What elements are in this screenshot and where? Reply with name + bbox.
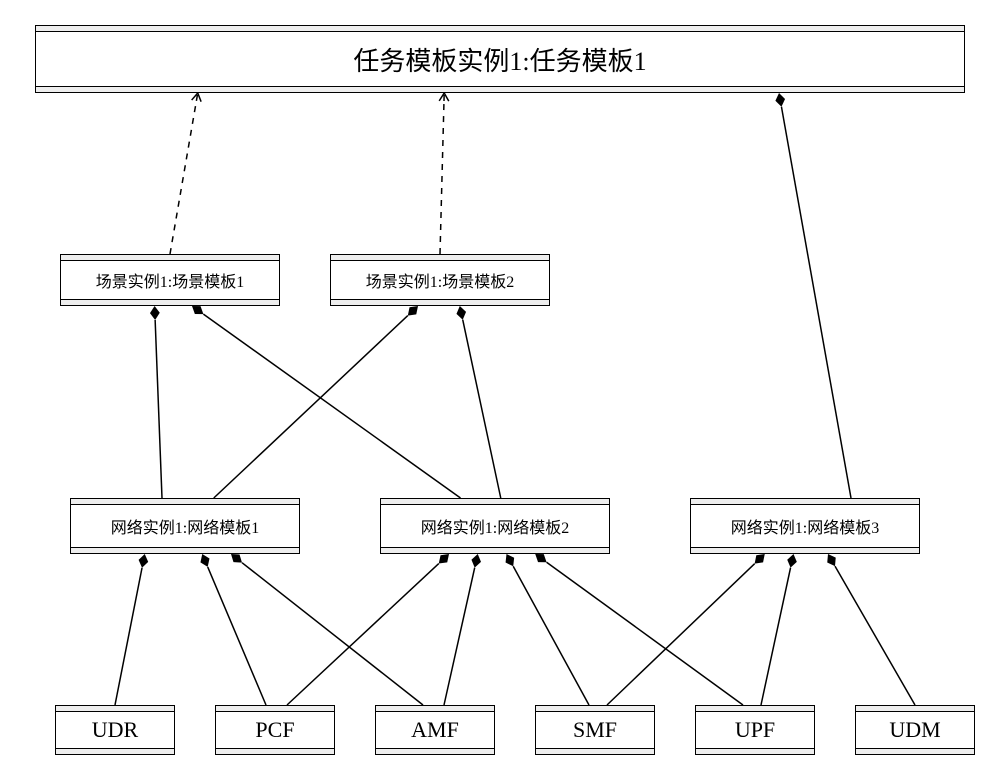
- node-label: 网络实例1:网络模板3: [691, 505, 919, 547]
- node-band-bottom: [216, 748, 334, 754]
- node-label: AMF: [376, 712, 494, 748]
- node-udm: UDM: [855, 705, 975, 755]
- node-amf: AMF: [375, 705, 495, 755]
- node-label: UDR: [56, 712, 174, 748]
- node-upf: UPF: [695, 705, 815, 755]
- node-net1: 网络实例1:网络模板1: [70, 498, 300, 554]
- node-band-bottom: [536, 748, 654, 754]
- node-band-bottom: [56, 748, 174, 754]
- edges-layer: [0, 0, 1000, 783]
- node-udr: UDR: [55, 705, 175, 755]
- node-band-bottom: [696, 748, 814, 754]
- node-band-bottom: [331, 299, 549, 305]
- node-label: UDM: [856, 712, 974, 748]
- node-label: 网络实例1:网络模板2: [381, 505, 609, 547]
- node-pcf: PCF: [215, 705, 335, 755]
- node-label: UPF: [696, 712, 814, 748]
- node-band-bottom: [856, 748, 974, 754]
- node-label: 场景实例1:场景模板2: [331, 261, 549, 299]
- node-band-bottom: [381, 547, 609, 553]
- node-net2: 网络实例1:网络模板2: [380, 498, 610, 554]
- node-band-bottom: [61, 299, 279, 305]
- node-band-bottom: [376, 748, 494, 754]
- node-band-bottom: [71, 547, 299, 553]
- node-task: 任务模板实例1:任务模板1: [35, 25, 965, 93]
- node-label: PCF: [216, 712, 334, 748]
- node-smf: SMF: [535, 705, 655, 755]
- node-label: 任务模板实例1:任务模板1: [36, 32, 964, 86]
- node-label: 场景实例1:场景模板1: [61, 261, 279, 299]
- node-band-bottom: [36, 86, 964, 92]
- node-label: 网络实例1:网络模板1: [71, 505, 299, 547]
- node-band-bottom: [691, 547, 919, 553]
- node-label: SMF: [536, 712, 654, 748]
- node-scene1: 场景实例1:场景模板1: [60, 254, 280, 306]
- node-scene2: 场景实例1:场景模板2: [330, 254, 550, 306]
- diagram-canvas: 任务模板实例1:任务模板1 场景实例1:场景模板1 场景实例1:场景模板2 网络…: [0, 0, 1000, 783]
- node-net3: 网络实例1:网络模板3: [690, 498, 920, 554]
